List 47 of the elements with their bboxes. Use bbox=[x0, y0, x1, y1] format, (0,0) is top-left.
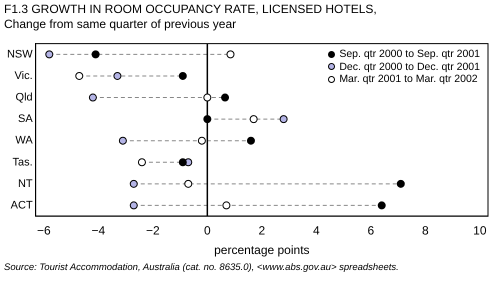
x-tick-label: −6 bbox=[36, 224, 51, 238]
legend-label: Dec. qtr 2000 to Dec. qtr 2001 bbox=[339, 60, 480, 73]
point bbox=[178, 158, 187, 166]
point bbox=[203, 115, 212, 124]
x-tick-label: 10 bbox=[473, 224, 487, 238]
point bbox=[178, 72, 187, 80]
point bbox=[198, 136, 206, 145]
point bbox=[113, 72, 122, 80]
y-tick-label: NSW bbox=[6, 48, 34, 60]
x-axis-title: percentage points bbox=[214, 243, 310, 258]
point bbox=[138, 158, 146, 166]
x-tick-label: 0 bbox=[204, 224, 211, 238]
point bbox=[184, 180, 192, 188]
source-note: Source: Tourist Accommodation, Australia (cat. no. 8635.0), <www.abs.gov.au> spreadsheets. bbox=[4, 262, 399, 273]
y-tick-label: Qld bbox=[16, 92, 33, 104]
point bbox=[45, 50, 54, 58]
point bbox=[226, 50, 234, 58]
point bbox=[92, 50, 100, 58]
point bbox=[246, 136, 255, 145]
legend-label: Sep. qtr 2000 to Sep. qtr 2001 bbox=[339, 48, 480, 60]
legend-label: Mar. qtr 2001 to Mar. qtr 2002 bbox=[339, 73, 478, 86]
point bbox=[378, 201, 386, 210]
chart-title: F1.3 GROWTH IN ROOM OCCUPANCY RATE, LICENSED HOTELS, bbox=[4, 2, 377, 17]
point bbox=[396, 180, 405, 188]
y-tick-label: Tas. bbox=[12, 156, 33, 168]
point bbox=[130, 180, 138, 188]
point bbox=[280, 115, 288, 124]
chart-subtitle: Change from same quarter of previous year bbox=[4, 17, 238, 32]
y-tick-label: SA bbox=[18, 113, 34, 126]
point bbox=[250, 115, 258, 124]
x-tick-label: 6 bbox=[367, 224, 374, 238]
x-tick-label: −2 bbox=[146, 224, 160, 238]
x-tick-label: 4 bbox=[312, 224, 320, 238]
point bbox=[118, 136, 127, 145]
x-tick-label: −4 bbox=[91, 224, 106, 238]
y-tick-label: Vic. bbox=[14, 70, 33, 82]
y-tick-label: WA bbox=[15, 134, 34, 147]
point bbox=[222, 201, 230, 210]
x-tick-label: 8 bbox=[422, 224, 429, 238]
point bbox=[75, 72, 84, 80]
point bbox=[221, 94, 230, 102]
y-tick-label: NT bbox=[18, 178, 33, 190]
x-tick-label: 2 bbox=[258, 224, 266, 238]
point bbox=[203, 94, 212, 102]
point bbox=[130, 201, 138, 210]
point bbox=[88, 94, 97, 102]
y-tick-label: ACT bbox=[10, 199, 33, 212]
